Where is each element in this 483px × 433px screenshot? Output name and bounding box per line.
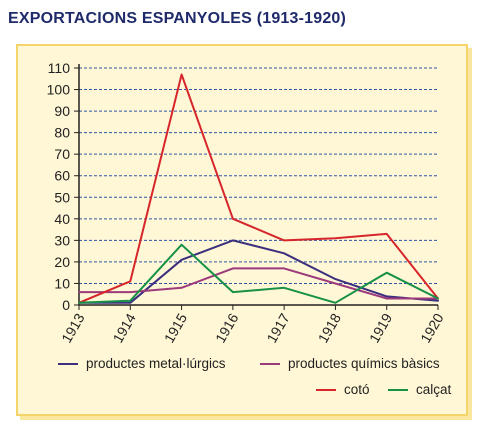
chart-title: EXPORTACIONS ESPANYOLES (1913-1920) xyxy=(8,10,347,27)
legend-entry-coto: cotó xyxy=(316,382,370,397)
x-tick-label-1913: 1913 xyxy=(58,310,88,345)
y-tick-label-90: 90 xyxy=(54,103,70,119)
series-line-coto xyxy=(78,73,439,304)
legend-label: cotó xyxy=(344,382,370,397)
axes xyxy=(78,64,438,306)
legend-swatch xyxy=(58,363,78,366)
x-tick-label-1918: 1918 xyxy=(315,310,345,345)
y-tick-label-110: 110 xyxy=(48,60,71,76)
y-tick-label-70: 70 xyxy=(54,146,70,162)
y-tick-label-100: 100 xyxy=(47,82,71,98)
legend-swatch xyxy=(260,363,280,366)
y-tick-label-30: 30 xyxy=(54,232,70,248)
series-line-metal xyxy=(78,239,439,304)
series-line-calcat xyxy=(78,243,439,304)
legend-label: calçat xyxy=(416,382,452,397)
legend-swatch xyxy=(316,389,336,392)
y-tick-labels: 0 10 20 30 40 50 60 70 80 90 100 110 xyxy=(47,60,71,313)
legend-entry-quimics: productes químics bàsics xyxy=(260,356,440,371)
x-tick-label-1919: 1919 xyxy=(366,310,396,345)
chart-panel xyxy=(16,44,468,416)
legend-label: productes químics bàsics xyxy=(288,356,440,371)
x-tick-label-1916: 1916 xyxy=(212,310,242,345)
x-tick-label-1915: 1915 xyxy=(161,310,191,345)
y-tick-label-10: 10 xyxy=(54,275,70,291)
legend-label: productes metal·lúrgics xyxy=(86,356,226,371)
legend-entry-calcat: calçat xyxy=(388,382,451,397)
x-tick-label-1917: 1917 xyxy=(263,310,293,345)
x-tick-labels: 1913 1914 1915 1916 1917 1918 1919 1920 xyxy=(58,305,447,345)
y-tick-label-50: 50 xyxy=(54,189,70,205)
legend-entry-metal: productes metal·lúrgics xyxy=(58,356,226,371)
y-tick-label-0: 0 xyxy=(62,297,70,313)
y-tick-label-40: 40 xyxy=(54,211,70,227)
grid-lines xyxy=(74,67,438,306)
y-tick-label-80: 80 xyxy=(54,125,70,141)
x-tick-label-1914: 1914 xyxy=(109,310,139,345)
series-lines xyxy=(78,73,439,304)
y-tick-label-60: 60 xyxy=(54,168,70,184)
x-tick-label-1920: 1920 xyxy=(417,310,447,345)
y-tick-label-20: 20 xyxy=(54,254,70,270)
legend-swatch xyxy=(388,389,408,392)
